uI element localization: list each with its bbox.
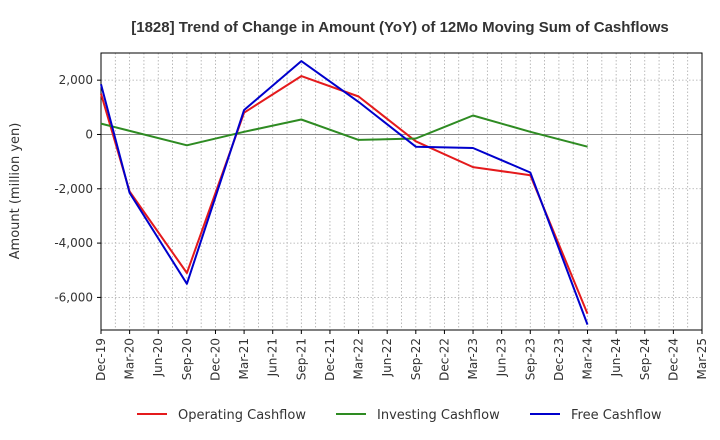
series-lines xyxy=(100,60,589,325)
x-tick-label: Jun-20 xyxy=(151,338,165,377)
series-line-free-cashflow xyxy=(100,60,589,325)
x-tick-label: Dec-19 xyxy=(94,338,108,381)
y-tick-label: 2,000 xyxy=(59,73,93,87)
series-line-operating-cashflow xyxy=(100,75,589,315)
x-tick-label: Dec-23 xyxy=(552,338,566,381)
x-tick-label: Mar-24 xyxy=(581,338,595,379)
x-tick-label: Sep-24 xyxy=(638,338,652,380)
x-tick-label: Mar-21 xyxy=(237,338,251,379)
x-tick-label: Jun-21 xyxy=(266,338,280,377)
chart-title: [1828] Trend of Change in Amount (YoY) o… xyxy=(131,19,669,36)
grid-lines xyxy=(100,53,703,330)
y-tick-label: 0 xyxy=(85,127,93,141)
legend-label: Operating Cashflow xyxy=(178,408,306,423)
x-tick-label: Jun-23 xyxy=(495,338,509,377)
x-axis-ticks: Dec-19 Mar-20 Jun-20 Sep-20 Dec-20 Mar-21 Jun-… xyxy=(94,330,709,381)
x-tick-label: Mar-25 xyxy=(695,338,709,379)
plot-area xyxy=(100,52,703,331)
legend-label: Free Cashflow xyxy=(571,408,662,423)
x-tick-label: Sep-20 xyxy=(180,338,194,380)
series-line-investing-cashflow xyxy=(100,114,588,148)
x-tick-label: Dec-20 xyxy=(208,338,222,381)
legend-label: Investing Cashflow xyxy=(377,408,500,423)
x-tick-label: Jun-22 xyxy=(380,338,394,377)
x-tick-label: Sep-21 xyxy=(294,338,308,380)
x-tick-label: Jun-24 xyxy=(609,338,623,377)
legend: Operating Cashflow Investing Cashflow Free… xyxy=(137,408,662,423)
x-tick-label: Sep-22 xyxy=(409,338,423,380)
y-tick-label: -6,000 xyxy=(54,290,93,304)
x-tick-label: Mar-20 xyxy=(123,338,137,379)
x-tick-label: Dec-22 xyxy=(437,338,451,381)
y-tick-label: -4,000 xyxy=(54,236,93,250)
x-tick-label: Dec-21 xyxy=(323,338,337,381)
y-axis-label: Amount (million yen) xyxy=(8,123,23,260)
x-tick-label: Mar-23 xyxy=(466,338,480,379)
y-tick-label: -2,000 xyxy=(54,182,93,196)
x-tick-label: Sep-23 xyxy=(523,338,537,380)
y-axis-ticks: 2,000 0 -2,000 -4,000 -6,000 xyxy=(54,73,101,304)
x-tick-label: Dec-24 xyxy=(666,338,680,381)
x-tick-label: Mar-22 xyxy=(352,338,366,379)
